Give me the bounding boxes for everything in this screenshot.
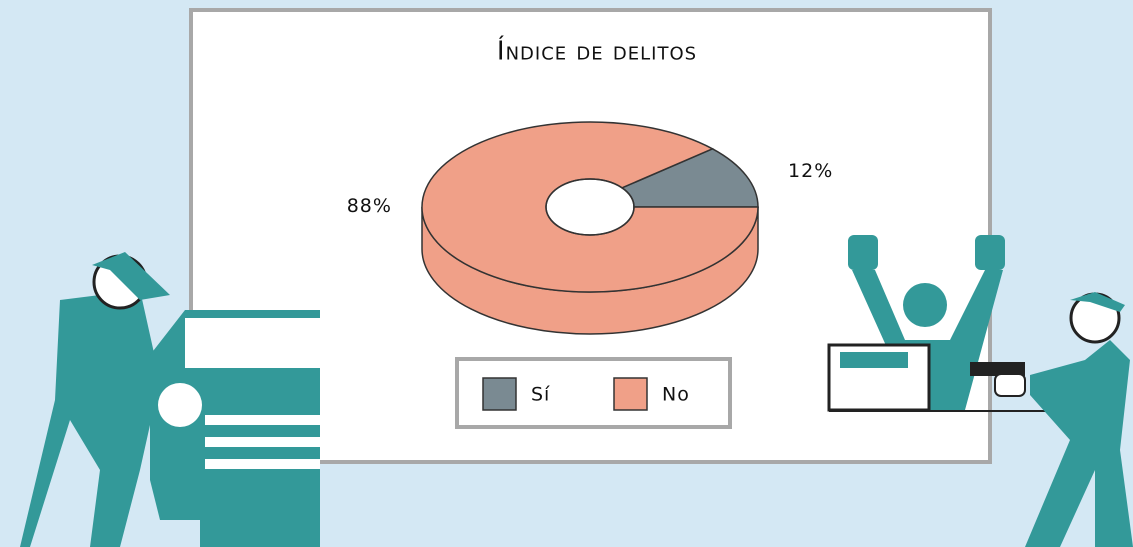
pie: 12% 88% bbox=[347, 121, 833, 335]
legend-swatch bbox=[613, 377, 648, 411]
slice-label: 88% bbox=[347, 195, 392, 217]
robbery-figure bbox=[827, 235, 1133, 547]
chart-title: Índice de delitos bbox=[497, 35, 697, 67]
legend: Sí No bbox=[482, 377, 690, 411]
legend-label: No bbox=[662, 384, 690, 406]
legend-label: Sí bbox=[531, 384, 550, 406]
police-car-figure bbox=[20, 252, 320, 547]
pie-hole bbox=[545, 178, 635, 236]
legend-swatch bbox=[482, 377, 517, 411]
slice-label: 12% bbox=[788, 160, 833, 182]
